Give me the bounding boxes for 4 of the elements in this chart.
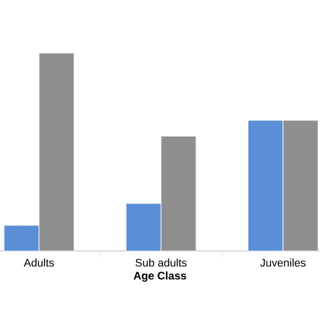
x-tick-label: Sub adults [136,258,187,267]
x-tick-label: Juveniles [260,258,306,267]
x-tick-label: Adults [24,258,54,267]
x-axis-title: Age Class [134,271,186,282]
